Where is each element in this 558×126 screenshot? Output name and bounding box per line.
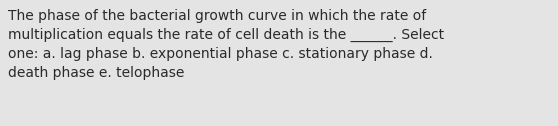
Text: The phase of the bacterial growth curve in which the rate of
multiplication equa: The phase of the bacterial growth curve … (8, 9, 445, 80)
